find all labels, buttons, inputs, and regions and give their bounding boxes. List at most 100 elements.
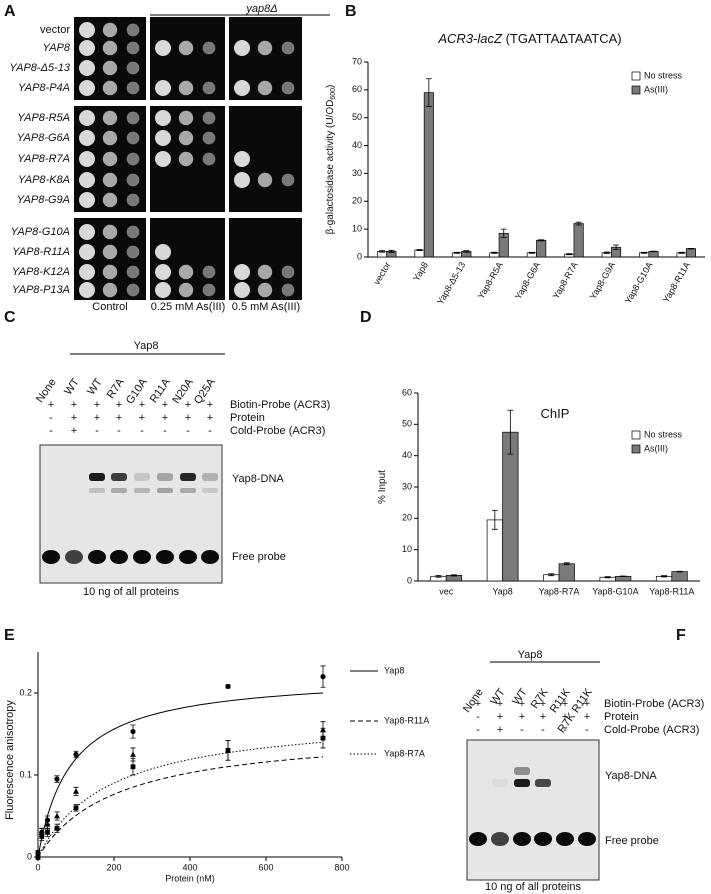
error-bar [661, 575, 668, 578]
legend-swatch [631, 71, 641, 81]
lane-label: None [461, 687, 486, 715]
sign: + [207, 399, 213, 411]
lane-label: G10A [124, 376, 150, 406]
y-tick-label: 0 [407, 575, 412, 585]
colony-spot [155, 110, 171, 126]
data-point [54, 825, 60, 831]
y-tick-label: 40 [352, 140, 362, 150]
error-bar [620, 575, 627, 578]
free-probe-band [534, 832, 552, 846]
error-bar [379, 250, 386, 253]
shifted-band [157, 473, 173, 481]
colony-spot [79, 60, 95, 76]
x-tick-label: 400 [182, 862, 197, 872]
colony-spot [102, 110, 118, 126]
colony-spot [281, 283, 295, 297]
shifted-band [202, 473, 218, 481]
error-bar [548, 573, 555, 577]
error-bar [453, 251, 460, 254]
colony-spot [281, 81, 295, 95]
data-point [45, 830, 50, 835]
colony-spot [79, 264, 95, 280]
colony-spot [102, 151, 118, 167]
bar [536, 239, 547, 258]
colony-spot [202, 265, 216, 279]
strain-label: vector [40, 24, 70, 36]
x-tick-label: vec [439, 586, 454, 596]
x-axis-label: Protein (nM) [165, 873, 215, 883]
colony-spot [126, 225, 140, 239]
strain-label: YAP8-G9A [17, 194, 70, 206]
x-tick-label: Yap8 [492, 586, 512, 596]
sign: - [520, 724, 524, 736]
condition-label: Protein [230, 412, 265, 424]
colony-spot [155, 130, 171, 146]
data-point [320, 674, 326, 680]
x-tick-label: Yap8-R7A [551, 260, 580, 300]
y-axis-label: β-galactosidase activity (U/OD600) [325, 85, 337, 235]
colony-spot [202, 111, 216, 125]
condition-label: Protein [604, 711, 639, 723]
y-axis-label: % Input [377, 470, 388, 504]
sign: + [48, 399, 54, 411]
error-bar [491, 510, 498, 530]
colony-spot [234, 151, 250, 167]
free-probe-band [133, 550, 151, 564]
sign: + [162, 399, 168, 411]
x-tick-label: Yap8-R11A [649, 586, 694, 596]
sign: - [541, 724, 545, 736]
shifted-band [134, 488, 150, 493]
bar [414, 249, 425, 258]
legend-label: As(III) [644, 84, 668, 94]
free-probe-band [65, 550, 83, 564]
bar [558, 563, 575, 582]
colony-spot [155, 40, 171, 56]
x-tick-label: vector [372, 260, 393, 286]
data-point [73, 788, 79, 794]
error-bar [613, 244, 620, 250]
sign: + [519, 698, 525, 710]
data-point [38, 829, 45, 835]
condition-label: Biotin-Probe (ACR3) [230, 399, 330, 411]
colony-spot [202, 131, 216, 145]
shifted-band [514, 779, 530, 787]
colony-spot [126, 61, 140, 75]
error-bar [575, 221, 582, 226]
free-probe-band [201, 550, 219, 564]
shifted-band [157, 488, 173, 493]
colony-spot [126, 173, 140, 187]
free-probe-band [578, 832, 596, 846]
y-tick-label: 30 [352, 168, 362, 178]
legend-label: No stress [644, 429, 683, 439]
colony-spot [126, 131, 140, 145]
data-point [225, 747, 231, 753]
legend-label: As(III) [644, 443, 668, 453]
legend-label: Yap8-R7A [384, 748, 425, 758]
colony-spot [79, 40, 95, 56]
sign: + [475, 698, 481, 710]
column-label: Control [92, 301, 127, 313]
shifted-band [89, 473, 105, 481]
error-bar [566, 253, 573, 256]
y-tick-label: 20 [352, 196, 362, 206]
colony-spot [281, 41, 295, 55]
sign: - [186, 425, 190, 437]
error-bar [463, 250, 470, 253]
colony-spot [102, 130, 118, 146]
strain-label: YAP8-K8A [18, 174, 70, 186]
data-point [54, 813, 60, 819]
sign: - [140, 425, 144, 437]
colony-spot [126, 41, 140, 55]
colony-spot [257, 80, 273, 96]
colony-spot [178, 110, 194, 126]
y-tick-label: 10 [402, 544, 412, 554]
shifted-band [514, 767, 530, 775]
colony-spot [257, 264, 273, 280]
data-point [130, 728, 136, 735]
title-text: ChIP [541, 406, 570, 421]
legend-label: Yap8-R11A [384, 715, 429, 725]
bar [423, 92, 434, 258]
colony-spot [102, 282, 118, 298]
shifted-band [134, 473, 150, 481]
free-probe-band [556, 832, 574, 846]
